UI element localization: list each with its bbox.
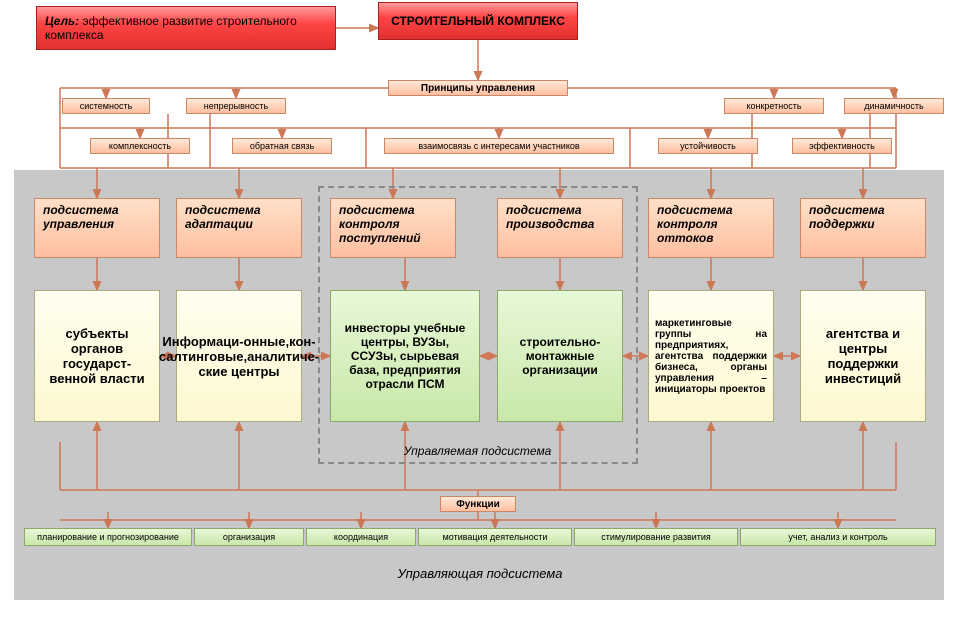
- principle-8: устойчивость: [658, 138, 758, 154]
- subsystem-2: подсистема адаптации: [176, 198, 302, 258]
- principle-2: непрерывность: [186, 98, 286, 114]
- subsystem-3: подсистема контроля поступлений: [330, 198, 456, 258]
- detail-5: маркетинговые группы на предприятиях, аг…: [648, 290, 774, 422]
- function-6: учет, анализ и контроль: [740, 528, 936, 546]
- goal-box: Цель: эффективное развитие строительного…: [36, 6, 336, 50]
- goal-label: Цель: эффективное развитие строительного…: [45, 14, 327, 42]
- principle-6: конкретность: [724, 98, 824, 114]
- function-2: организация: [194, 528, 304, 546]
- detail-6: агентства и центры поддержки инвестиций: [800, 290, 926, 422]
- complex-label: СТРОИТЕЛЬНЫЙ КОМПЛЕКС: [391, 14, 565, 28]
- principles-label: Принципы управления: [421, 83, 535, 94]
- principle-9: эффективность: [792, 138, 892, 154]
- detail-1: субъекты органов государст-венной власти: [34, 290, 160, 422]
- detail-3: инвесторы учебные центры, ВУЗы, ССУЗы, с…: [330, 290, 480, 422]
- complex-box: СТРОИТЕЛЬНЫЙ КОМПЛЕКС: [378, 2, 578, 40]
- principle-4: обратная связь: [232, 138, 332, 154]
- principle-3: комплексность: [90, 138, 190, 154]
- detail-2: Информаци-онные,кон-салтинговые,аналитич…: [176, 290, 302, 422]
- function-1: планирование и прогнозирование: [24, 528, 192, 546]
- principle-5: взаимосвязь с интересами участников: [384, 138, 614, 154]
- principles-box: Принципы управления: [388, 80, 568, 96]
- function-5: стимулирование развития: [574, 528, 738, 546]
- subsystem-6: подсистема поддержки: [800, 198, 926, 258]
- functions-box: Функции: [440, 496, 516, 512]
- subsystem-4: подсистема производства: [497, 198, 623, 258]
- managed-label: Управляемая подсистема: [320, 444, 635, 462]
- principle-7: динамичность: [844, 98, 944, 114]
- principle-1: системность: [62, 98, 150, 114]
- subsystem-1: подсистема управления: [34, 198, 160, 258]
- subsystem-5: подсистема контроля оттоков: [648, 198, 774, 258]
- function-4: мотивация деятельности: [418, 528, 572, 546]
- managing-label: Управляющая подсистема: [300, 566, 660, 586]
- function-3: координация: [306, 528, 416, 546]
- detail-4: строительно-монтажные организации: [497, 290, 623, 422]
